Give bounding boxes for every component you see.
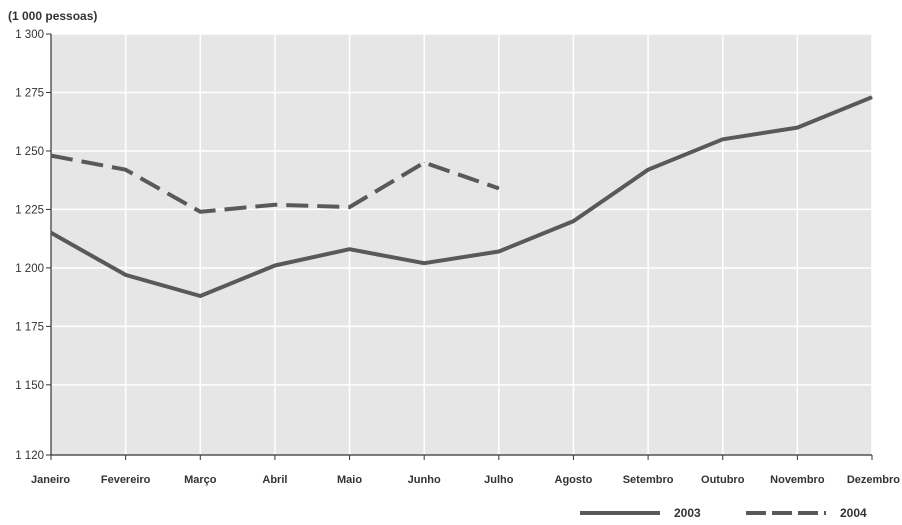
data-point-2003 [871, 96, 873, 98]
legend-item-2003: 2003 [580, 506, 701, 520]
y-tick-label: 1 120 [15, 450, 44, 462]
x-tick-label: Setembro [623, 474, 674, 486]
legend-label-2004: 2004 [840, 506, 867, 520]
x-tick-label: Fevereiro [101, 474, 151, 486]
data-point-2003 [349, 248, 351, 250]
x-tick-label: Novembro [770, 474, 825, 486]
x-tick-label: Outubro [701, 474, 745, 486]
data-point-2004 [423, 162, 425, 164]
data-point-2003 [125, 274, 127, 276]
data-point-2004 [498, 187, 500, 189]
x-tick-label: Agosto [555, 474, 593, 486]
data-point-2003 [498, 251, 500, 253]
x-axis-ticks: Janeiro Fevereiro Março Abril Maio Junho Julho… [31, 455, 900, 486]
data-point-2003 [50, 232, 52, 234]
data-point-2003 [722, 138, 724, 140]
legend-solid-line-swatch [580, 511, 660, 515]
y-axis-unit-label: (1 000 pessoas) [8, 9, 98, 23]
y-axis-ticks: 1 120 1 150 1 175 1 200 1 225 1 250 1 275 1 300 [15, 29, 51, 462]
x-tick-label: Julho [484, 474, 514, 486]
data-point-2004 [50, 155, 52, 157]
y-tick-label: 1 175 [15, 321, 44, 333]
plot-area [51, 34, 872, 455]
data-point-2004 [274, 204, 276, 206]
data-point-2004 [125, 169, 127, 171]
legend-label-2003: 2003 [674, 506, 701, 520]
y-tick-label: 1 225 [15, 204, 44, 216]
y-tick-label: 1 200 [15, 263, 44, 275]
data-point-2003 [572, 220, 574, 222]
data-point-2003 [647, 169, 649, 171]
y-tick-label: 1 275 [15, 87, 44, 99]
data-point-2003 [199, 295, 201, 297]
series-lines [50, 95, 873, 298]
y-tick-label: 1 150 [15, 380, 44, 392]
x-tick-label: Janeiro [31, 474, 70, 486]
legend-dashed-line-swatch [746, 511, 826, 515]
grid-lines [51, 33, 873, 455]
x-tick-label: Maio [337, 474, 362, 486]
x-tick-label: Dezembro [847, 474, 900, 486]
x-tick-label: Junho [408, 474, 441, 486]
x-tick-label: Abril [262, 474, 287, 486]
data-point-2003 [423, 262, 425, 264]
data-point-2003 [274, 265, 276, 267]
x-tick-label: Março [184, 474, 217, 486]
y-tick-label: 1 300 [15, 29, 44, 41]
legend-item-2004: 2004 [746, 506, 867, 520]
data-point-2003 [796, 127, 798, 129]
series-line-2003 [50, 95, 873, 298]
data-point-2004 [349, 206, 351, 208]
y-tick-label: 1 250 [15, 146, 44, 158]
data-point-2004 [199, 211, 201, 213]
